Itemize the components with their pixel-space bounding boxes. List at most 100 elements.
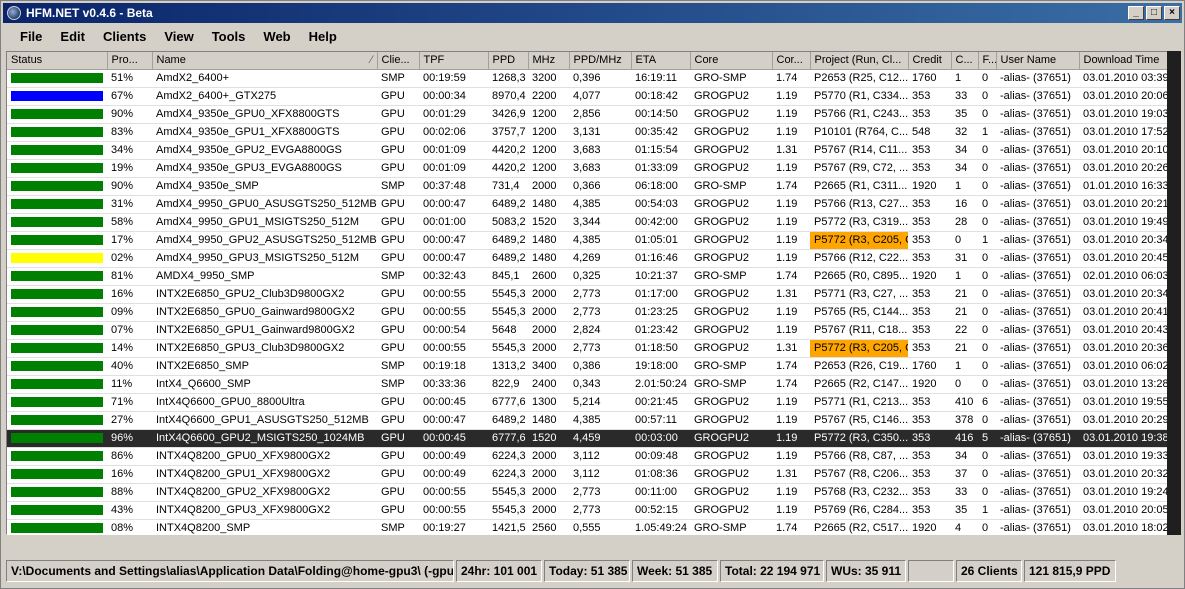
col-client-type[interactable]: Clie... (377, 52, 420, 70)
minimize-button[interactable]: _ (1128, 6, 1144, 20)
col-eta[interactable]: ETA (631, 52, 691, 70)
menu-file[interactable]: File (20, 28, 43, 44)
col-progress[interactable]: Pro... (107, 52, 153, 70)
table-row[interactable]: 09% INTX2E6850_GPU0_Gainward9800GX2 GPU 00:… (7, 303, 1167, 322)
menu-help[interactable]: Help (308, 28, 337, 44)
table-row[interactable]: 90% AmdX4_9350e_SMP SMP 00:37:48 731,4 2000 0,… (7, 177, 1167, 196)
table-row[interactable]: 11% IntX4_Q6600_SMP SMP 00:33:36 822,9 2400 0,… (7, 375, 1167, 394)
table-row[interactable]: 43% INTX4Q8200_GPU3_XFX9800GX2 GPU 00:00:55… (7, 501, 1167, 520)
cell-mhz: 2200 (528, 87, 569, 106)
cell-ppd: 822,9 (488, 375, 528, 394)
col-core-version[interactable]: Cor... (772, 52, 811, 70)
cell-download-time: 03.01.2010 20:34 (1079, 285, 1167, 304)
table-row[interactable]: 02% AmdX4_9950_GPU3_MSIGTS250_512M GPU 00:0… (7, 249, 1167, 268)
status-indicator (11, 289, 103, 299)
cell-user-name: -alias- (37651) (996, 249, 1079, 268)
status-today: Today: 51 385 (544, 560, 630, 582)
cell-ppd-mhz: 4,385 (569, 231, 631, 250)
col-completed[interactable]: C... (951, 52, 979, 70)
table-row[interactable]: 14% INTX2E6850_GPU3_Club3D9800GX2 GPU 00:00… (7, 339, 1167, 358)
table-row[interactable]: 31% AmdX4_9950_GPU0_ASUSGTS250_512MB GPU 00… (7, 195, 1167, 214)
cell-core: GRO-SMP (690, 267, 772, 286)
col-credit[interactable]: Credit (908, 52, 952, 70)
table-row[interactable]: 07% INTX2E6850_GPU1_Gainward9800GX2 GPU 00:… (7, 321, 1167, 340)
cell-tpf: 00:01:09 (419, 159, 488, 178)
clients-grid[interactable]: Status Pro... Name ∕ Clie... TPF PPD MHz … (6, 51, 1168, 535)
col-project[interactable]: Project (Run, Cl... (810, 52, 909, 70)
clients-table: Status Pro... Name ∕ Clie... TPF PPD MHz … (7, 52, 1167, 534)
table-row[interactable]: 40% INTX2E6850_SMP SMP 00:19:18 1313,2 3400 0,… (7, 357, 1167, 376)
cell-progress: 90% (107, 177, 152, 196)
col-status[interactable]: Status (7, 52, 108, 70)
table-row[interactable]: 96% IntX4Q6600_GPU2_MSIGTS250_1024MB GPU 00… (7, 429, 1167, 448)
table-row[interactable]: 88% INTX4Q8200_GPU2_XFX9800GX2 GPU 00:00:55… (7, 483, 1167, 502)
cell-core-version: 1.19 (772, 159, 810, 178)
status-cell (7, 123, 107, 142)
table-row[interactable]: 19% AmdX4_9350e_GPU3_EVGA8800GS GPU 00:01:0… (7, 159, 1167, 178)
menu-tools[interactable]: Tools (211, 28, 246, 44)
cell-download-time: 03.01.2010 20:05 (1079, 501, 1167, 520)
col-failed[interactable]: F... (978, 52, 997, 70)
cell-download-time: 03.01.2010 19:24 (1079, 483, 1167, 502)
cell-credit: 353 (908, 447, 951, 466)
cell-name: INTX2E6850_GPU0_Gainward9800GX2 (152, 303, 377, 322)
table-row[interactable]: 27% IntX4Q6600_GPU1_ASUSGTS250_512MB GPU 00… (7, 411, 1167, 430)
table-row[interactable]: 71% IntX4Q6600_GPU0_8800Ultra GPU 00:00:45 6… (7, 393, 1167, 412)
col-ppd-mhz[interactable]: PPD/MHz (569, 52, 632, 70)
grid-body: 51% AmdX2_6400+ SMP 00:19:59 1268,3 3200 0,396… (7, 69, 1167, 534)
close-button[interactable]: × (1164, 6, 1180, 20)
status-wus: WUs: 35 911 (826, 560, 906, 582)
maximize-button[interactable]: □ (1146, 6, 1162, 20)
menu-web[interactable]: Web (263, 28, 291, 44)
cell-ppd: 6777,6 (488, 393, 528, 412)
cell-core-version: 1.19 (772, 195, 810, 214)
cell-name: INTX2E6850_GPU3_Club3D9800GX2 (152, 339, 377, 358)
table-row[interactable]: 51% AmdX2_6400+ SMP 00:19:59 1268,3 3200 0,396… (7, 69, 1167, 88)
table-row[interactable]: 34% AmdX4_9350e_GPU2_EVGA8800GS GPU 00:01:0… (7, 141, 1167, 160)
cell-download-time: 03.01.2010 19:03 (1079, 105, 1167, 124)
cell-core: GRO-SMP (690, 519, 772, 534)
status-indicator (11, 307, 103, 317)
table-row[interactable]: 17% AmdX4_9950_GPU2_ASUSGTS250_512MB GPU 00… (7, 231, 1167, 250)
cell-user-name: -alias- (37651) (996, 339, 1079, 358)
col-download-time[interactable]: Download Time (1079, 52, 1167, 70)
table-row[interactable]: 16% INTX4Q8200_GPU1_XFX9800GX2 GPU 00:00:49… (7, 465, 1167, 484)
col-tpf[interactable]: TPF (419, 52, 489, 70)
cell-ppd: 4420,2 (488, 141, 528, 160)
cell-mhz: 1200 (528, 105, 569, 124)
table-row[interactable]: 83% AmdX4_9350e_GPU1_XFX8800GTS GPU 00:02:0… (7, 123, 1167, 142)
table-row[interactable]: 81% AMDX4_9950_SMP SMP 00:32:43 845,1 2600 0,3… (7, 267, 1167, 286)
cell-ppd: 6777,6 (488, 429, 528, 448)
cell-core: GROGPU2 (690, 195, 772, 214)
cell-ppd-mhz: 4,385 (569, 411, 631, 430)
col-mhz[interactable]: MHz (528, 52, 570, 70)
cell-client-type: GPU (377, 339, 419, 358)
table-row[interactable]: 86% INTX4Q8200_GPU0_XFX9800GX2 GPU 00:00:49… (7, 447, 1167, 466)
table-row[interactable]: 08% INTX4Q8200_SMP SMP 00:19:27 1421,5 2560 0,… (7, 519, 1167, 534)
cell-ppd: 6489,2 (488, 249, 528, 268)
cell-mhz: 2600 (528, 267, 569, 286)
col-user-name[interactable]: User Name (996, 52, 1080, 70)
cell-download-time: 02.01.2010 06:03 (1079, 267, 1167, 286)
col-core[interactable]: Core (690, 52, 773, 70)
table-row[interactable]: 16% INTX2E6850_GPU2_Club3D9800GX2 GPU 00:00… (7, 285, 1167, 304)
cell-tpf: 00:00:47 (419, 411, 488, 430)
menu-edit[interactable]: Edit (60, 28, 85, 44)
cell-mhz: 2000 (528, 321, 569, 340)
cell-ppd: 3757,7 (488, 123, 528, 142)
cell-download-time: 03.01.2010 19:55 (1079, 393, 1167, 412)
col-ppd[interactable]: PPD (488, 52, 529, 70)
cell-mhz: 2560 (528, 519, 569, 534)
cell-client-type: GPU (377, 159, 419, 178)
menu-clients[interactable]: Clients (102, 28, 147, 44)
col-name[interactable]: Name ∕ (152, 52, 378, 70)
cell-user-name: -alias- (37651) (996, 87, 1079, 106)
menu-view[interactable]: View (164, 28, 194, 44)
table-row[interactable]: 67% AmdX2_6400+_GTX275 GPU 00:00:34 8970,4 22… (7, 87, 1167, 106)
cell-failed: 0 (978, 159, 996, 178)
status-cell (7, 411, 107, 430)
status-cell (7, 303, 107, 322)
cell-core-version: 1.74 (772, 357, 810, 376)
table-row[interactable]: 90% AmdX4_9350e_GPU0_XFX8800GTS GPU 00:01:2… (7, 105, 1167, 124)
table-row[interactable]: 58% AmdX4_9950_GPU1_MSIGTS250_512M GPU 00:0… (7, 213, 1167, 232)
